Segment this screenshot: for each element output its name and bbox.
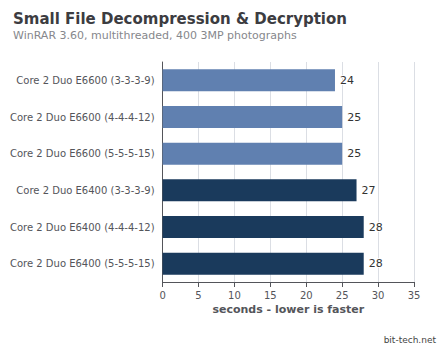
svg-text:25: 25: [347, 111, 361, 124]
svg-text:Core 2 Duo E6600 (4-4-4-12): Core 2 Duo E6600 (4-4-4-12): [10, 112, 155, 123]
svg-text:Core 2 Duo E6400 (4-4-4-12): Core 2 Duo E6400 (4-4-4-12): [10, 222, 155, 233]
svg-text:15: 15: [264, 290, 277, 301]
svg-text:30: 30: [372, 290, 385, 301]
svg-text:Core 2 Duo E6400 (5-5-5-15): Core 2 Duo E6400 (5-5-5-15): [10, 258, 155, 269]
svg-text:Core 2 Duo E6400 (3-3-3-9): Core 2 Duo E6400 (3-3-3-9): [16, 185, 154, 196]
svg-text:20: 20: [300, 290, 313, 301]
svg-text:35: 35: [408, 290, 421, 301]
svg-text:24: 24: [340, 74, 354, 87]
svg-text:Small File Decompression & Dec: Small File Decompression & Decryption: [13, 10, 347, 28]
svg-text:bit-tech.net: bit-tech.net: [384, 335, 437, 345]
svg-text:seconds - lower is faster: seconds - lower is faster: [212, 303, 364, 316]
svg-text:WinRAR 3.60, multithreaded, 40: WinRAR 3.60, multithreaded, 400 3MP phot…: [13, 29, 297, 42]
svg-text:10: 10: [228, 290, 241, 301]
svg-text:25: 25: [347, 147, 361, 160]
svg-text:Core 2 Duo E6600 (3-3-3-9): Core 2 Duo E6600 (3-3-3-9): [16, 75, 154, 86]
svg-text:25: 25: [336, 290, 349, 301]
svg-text:0: 0: [159, 290, 165, 301]
svg-text:5: 5: [195, 290, 201, 301]
svg-text:27: 27: [362, 184, 376, 197]
svg-text:Core 2 Duo E6600 (5-5-5-15): Core 2 Duo E6600 (5-5-5-15): [10, 148, 155, 159]
svg-text:28: 28: [369, 257, 383, 270]
svg-text:28: 28: [369, 221, 383, 234]
